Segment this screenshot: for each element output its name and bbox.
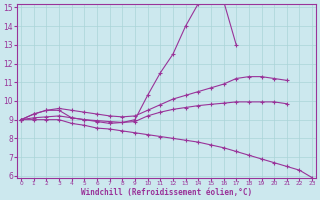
X-axis label: Windchill (Refroidissement éolien,°C): Windchill (Refroidissement éolien,°C) (81, 188, 252, 197)
